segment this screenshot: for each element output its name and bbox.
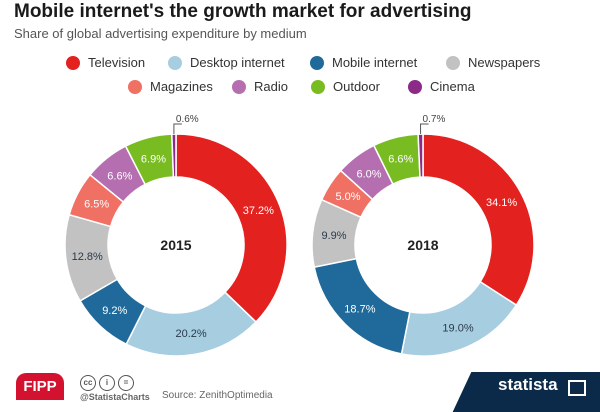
legend-label: Magazines (150, 79, 213, 94)
slice-label-mobile-internet: 18.7% (344, 303, 375, 315)
legend-label: Newspapers (468, 55, 541, 70)
slice-label-newspapers: 12.8% (72, 251, 103, 263)
source-note: Source: ZenithOptimedia (162, 390, 273, 401)
legend-item-newspapers: Newspapers (446, 55, 540, 70)
legend-label: Desktop internet (190, 55, 285, 70)
slice-label-cinema: 0.7% (423, 114, 446, 125)
chart-title: Mobile internet's the growth market for … (14, 1, 472, 22)
legend-swatch (128, 79, 142, 94)
legend-label: Cinema (430, 79, 475, 94)
chart-subtitle: Share of global advertising expenditure … (14, 26, 307, 41)
donut-charts: 37.2%20.2%9.2%12.8%6.5%6.6%6.9%0.6%20153… (64, 114, 535, 357)
attribution-icon: i (99, 375, 115, 391)
slice-label-outdoor: 6.6% (388, 153, 413, 165)
slice-label-magazines: 5.0% (336, 191, 361, 203)
slice-cinema (417, 133, 424, 178)
legend-swatch (446, 55, 460, 70)
slice-label-desktop-internet: 20.2% (176, 328, 207, 340)
legend-item-television: Television (66, 55, 145, 70)
legend-item-magazines: Magazines (128, 79, 213, 94)
slice-label-cinema: 0.6% (176, 114, 199, 125)
donut-chart-2015: 37.2% 20.2% 9.2% 12.8% 6.5% 6.6% 6.9% 0.6% 2015 (64, 114, 288, 357)
legend-item-desktop-internet: Desktop internet (168, 55, 285, 70)
slice-label-outdoor: 6.9% (141, 153, 166, 165)
center-label: 2015 (160, 237, 191, 253)
slice-label-radio: 6.0% (356, 169, 381, 181)
slice-label-newspapers: 9.9% (322, 230, 347, 242)
license-icons: cc i = (80, 375, 134, 391)
legend-item-radio: Radio (232, 79, 288, 94)
donut-chart-2018: 34.1% 19.0% 18.7% 9.9% 5.0% 6.0% 6.6% 0.7% 2018 (311, 114, 535, 357)
legend-swatch (168, 55, 182, 70)
slice-label-mobile-internet: 9.2% (102, 305, 127, 317)
legend-swatch (408, 79, 422, 94)
statista-mark-icon (568, 380, 586, 396)
no-derivatives-icon: = (118, 375, 134, 391)
legend-label: Television (88, 55, 146, 70)
leader-line (420, 123, 429, 135)
social-handle: @StatistaCharts (80, 392, 150, 402)
slice-label-television: 34.1% (486, 197, 517, 209)
legend-item-mobile-internet: Mobile internet (310, 55, 417, 70)
legend-label: Outdoor (333, 79, 380, 94)
fipp-logo: FIPP (16, 373, 64, 400)
slice-cinema (171, 133, 177, 178)
statista-logo: statista (498, 375, 558, 394)
legend-swatch (310, 55, 324, 70)
legend-swatch (311, 79, 325, 94)
slice-television (422, 133, 535, 307)
slice-label-television: 37.2% (243, 205, 274, 217)
creative-commons-icon: cc (80, 375, 96, 391)
leader-line (173, 123, 182, 135)
legend-item-outdoor: Outdoor (311, 79, 380, 94)
slice-label-magazines: 6.5% (84, 199, 109, 211)
slice-label-desktop-internet: 19.0% (442, 322, 473, 334)
slice-television (175, 133, 288, 324)
slice-label-radio: 6.6% (107, 170, 132, 182)
legend-label: Mobile internet (332, 55, 418, 70)
legend-item-cinema: Cinema (408, 79, 475, 94)
legend-swatch (232, 79, 246, 94)
legend-label: Radio (254, 79, 288, 94)
legend-swatch (66, 55, 80, 70)
center-label: 2018 (407, 237, 438, 253)
legend: Television Desktop internet Mobile inter… (0, 0, 600, 100)
